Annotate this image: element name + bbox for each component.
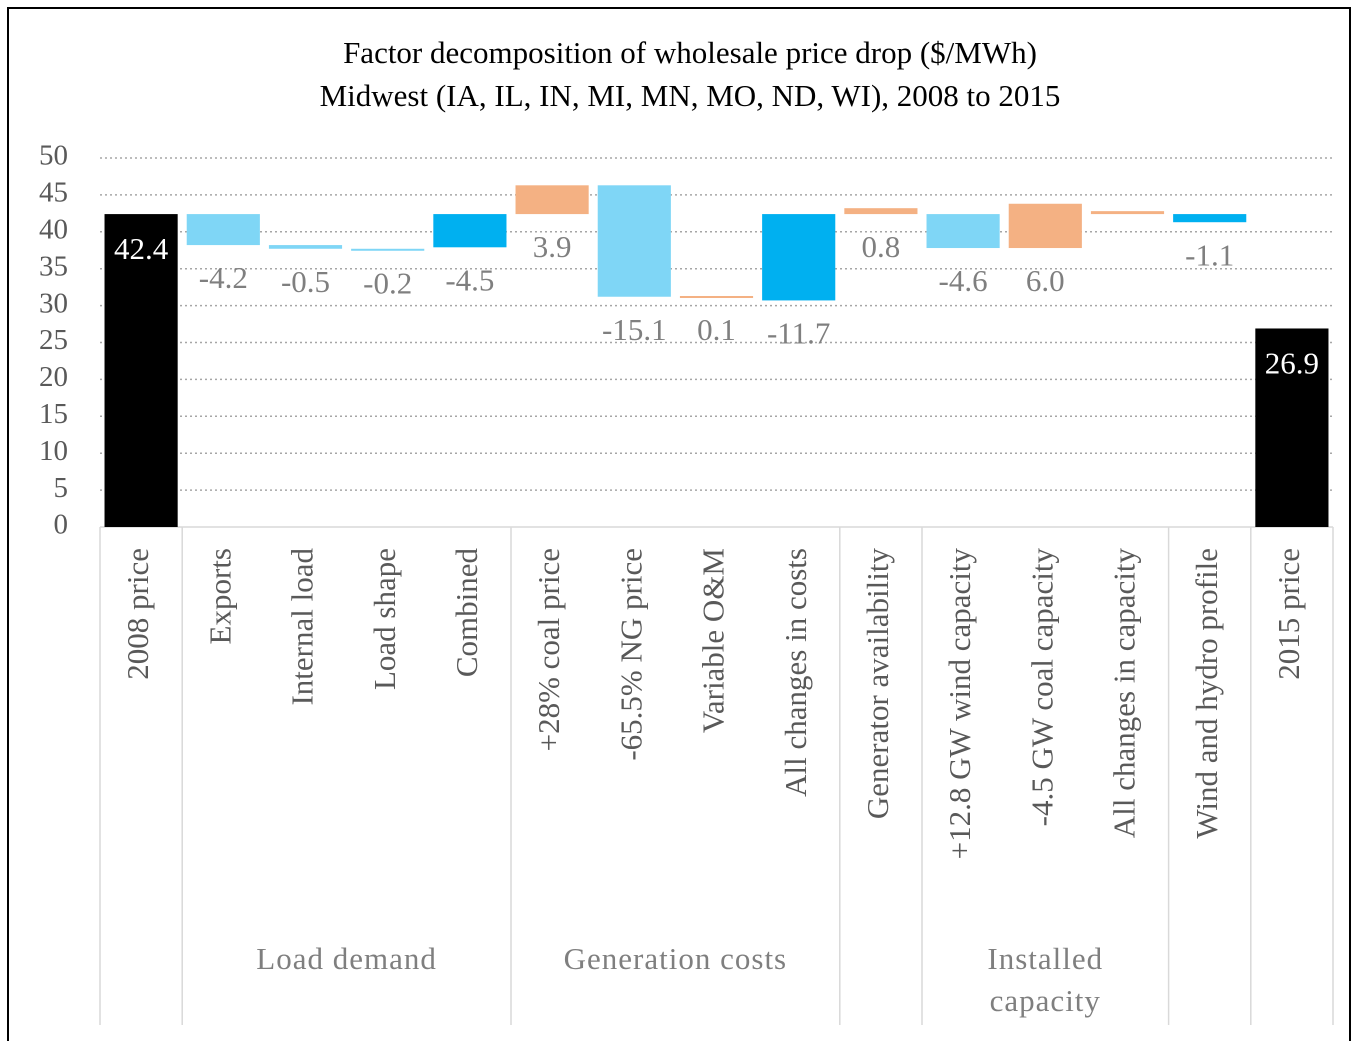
y-tick-label: 40 [39,213,68,245]
y-tick-label: 25 [39,324,68,356]
value-label: -0.5 [281,264,330,299]
y-tick-label: 20 [39,361,68,393]
bar [433,214,507,248]
bar [1173,214,1247,223]
y-tick-label: 50 [39,140,68,172]
x-tick-label: Wind and hydro profile [1189,548,1224,839]
bar [351,248,425,251]
group-label: Load demand [256,941,437,976]
x-tick-label: Internal load [285,548,320,706]
x-tick-label: +12.8 GW wind capacity [942,548,977,860]
bar [1090,211,1165,215]
x-tick-label: +28% coal price [531,548,566,751]
y-tick-label: 5 [54,472,69,504]
value-label: 6.0 [1026,263,1065,298]
bar [104,214,178,527]
x-tick-label: -65.5% NG price [613,548,648,761]
value-label: 26.9 [1265,346,1319,381]
bar [186,214,260,246]
value-label: -11.7 [767,316,830,351]
y-tick-label: 10 [39,435,68,467]
bar [679,296,754,299]
group-label: Installed capacity [987,941,1104,1018]
x-tick-label: Variable O&M [696,548,731,733]
value-label: 0.1 [697,312,736,347]
y-tick-label: 35 [39,250,68,282]
x-tick-label: Exports [202,548,237,644]
chart-title: Factor decomposition of wholesale price … [343,35,1037,70]
x-tick-label: Load shape [367,548,402,690]
value-label: -0.2 [363,265,412,300]
value-label: -4.6 [939,263,988,298]
y-tick-label: 30 [39,287,68,319]
y-tick-label: 45 [39,177,68,209]
x-tick-label: Generator availability [860,548,895,820]
bar [515,185,589,215]
bar [762,214,836,301]
x-tick-label: -4.5 GW coal capacity [1024,548,1059,827]
bar [597,185,671,297]
value-label: -15.1 [602,312,667,347]
value-label: 42.4 [114,231,169,266]
bar [926,214,1000,249]
value-label: -4.2 [199,260,248,295]
x-tick-label: Combined [449,548,484,678]
value-label: 0.8 [862,229,901,264]
bar [844,208,918,215]
x-tick-label: 2015 price [1271,548,1306,680]
x-tick-label: All changes in costs [778,548,813,797]
x-tick-label: All changes in capacity [1107,548,1142,839]
chart-frame [7,7,1351,1041]
bar [1255,328,1329,527]
chart-subtitle: Midwest (IA, IL, IN, MI, MN, MO, ND, WI)… [320,78,1061,113]
group-label: Generation costs [563,941,788,976]
value-label: 3.9 [533,229,572,264]
value-label: -1.1 [1185,237,1234,272]
y-tick-label: 0 [54,509,69,541]
y-tick-label: 15 [39,398,68,430]
value-label: -4.5 [445,262,494,297]
bar [1008,203,1082,249]
bar [268,245,343,249]
x-tick-label: 2008 price [120,548,155,680]
